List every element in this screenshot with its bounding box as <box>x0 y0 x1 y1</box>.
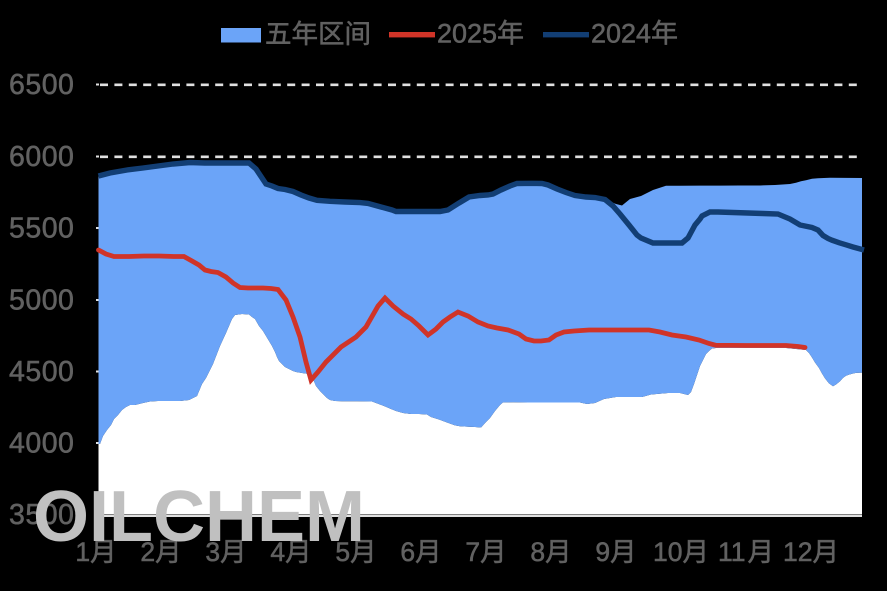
svg-text:3500: 3500 <box>9 499 74 531</box>
svg-text:3: 3 <box>205 537 220 567</box>
svg-text:9: 9 <box>595 537 610 567</box>
svg-text:6500: 6500 <box>9 69 74 101</box>
svg-text:2: 2 <box>140 537 155 567</box>
svg-text:4: 4 <box>270 537 285 567</box>
svg-text:4000: 4000 <box>9 428 74 460</box>
svg-text:2024: 2024 <box>591 19 651 49</box>
svg-text:11: 11 <box>718 537 746 567</box>
svg-text:5: 5 <box>335 537 350 567</box>
svg-text:12: 12 <box>783 537 812 567</box>
svg-text:6000: 6000 <box>9 141 74 173</box>
svg-text:1: 1 <box>75 537 90 567</box>
svg-text:6: 6 <box>400 537 415 567</box>
svg-text:7: 7 <box>465 537 480 567</box>
svg-text:5500: 5500 <box>9 213 74 245</box>
svg-text:OILCHEM: OILCHEM <box>33 477 365 557</box>
svg-text:4500: 4500 <box>9 356 74 388</box>
svg-text:5000: 5000 <box>9 285 74 317</box>
svg-text:2025: 2025 <box>437 19 497 49</box>
svg-text:10: 10 <box>653 537 682 567</box>
svg-text:8: 8 <box>530 537 545 567</box>
